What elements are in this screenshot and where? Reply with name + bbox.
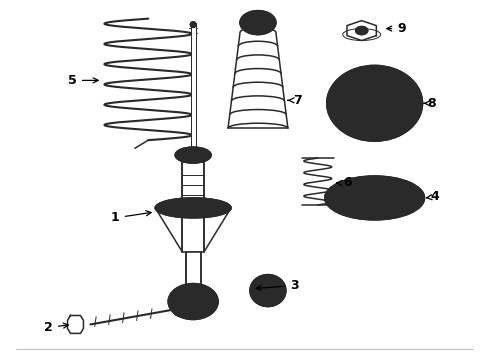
Ellipse shape: [183, 293, 203, 310]
Text: 1: 1: [111, 211, 151, 224]
Ellipse shape: [355, 27, 367, 35]
Ellipse shape: [155, 198, 230, 218]
Text: 6: 6: [336, 176, 351, 189]
Ellipse shape: [350, 78, 398, 118]
Ellipse shape: [249, 275, 285, 306]
Bar: [182, 162, 203, 252]
Ellipse shape: [172, 298, 190, 316]
Ellipse shape: [260, 284, 275, 298]
Ellipse shape: [341, 184, 407, 212]
Ellipse shape: [240, 11, 275, 35]
Ellipse shape: [168, 284, 218, 319]
Text: 9: 9: [386, 22, 405, 35]
Ellipse shape: [326, 66, 422, 141]
Bar: [190, 23, 195, 158]
Text: 3: 3: [256, 279, 299, 292]
Text: 7: 7: [287, 94, 302, 107]
Text: 8: 8: [424, 97, 435, 110]
Ellipse shape: [364, 90, 384, 106]
Ellipse shape: [190, 22, 196, 28]
Polygon shape: [67, 315, 83, 333]
Text: 5: 5: [68, 74, 98, 87]
Text: 4: 4: [426, 190, 438, 203]
Ellipse shape: [324, 176, 424, 220]
Text: 2: 2: [44, 321, 68, 334]
Ellipse shape: [175, 147, 211, 163]
Bar: [185, 252, 200, 294]
